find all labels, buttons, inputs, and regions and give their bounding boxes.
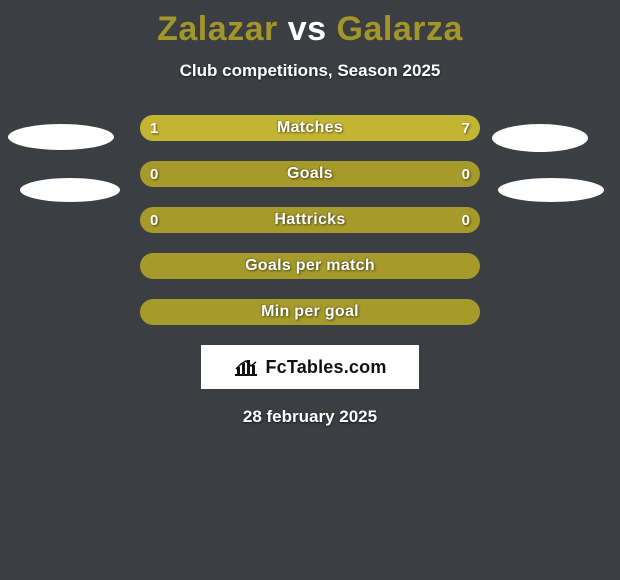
subtitle: Club competitions, Season 2025	[0, 61, 620, 81]
avatar-ellipse	[492, 124, 588, 152]
stat-row-label: Goals	[140, 161, 480, 187]
avatar-ellipse	[8, 124, 114, 150]
stat-row-label: Goals per match	[140, 253, 480, 279]
avatar-ellipse	[498, 178, 604, 202]
title-player-right: Galarza	[337, 10, 463, 48]
stat-row-label: Min per goal	[140, 299, 480, 325]
brand-text: FcTables.com	[265, 357, 386, 378]
brand-box: FcTables.com	[201, 345, 419, 389]
stat-row-label: Matches	[140, 115, 480, 141]
bar-chart-icon	[233, 357, 259, 377]
page-title: Zalazar vs Galarza	[0, 0, 620, 49]
footer-date: 28 february 2025	[0, 407, 620, 427]
title-player-left: Zalazar	[157, 10, 278, 48]
stat-row-label: Hattricks	[140, 207, 480, 233]
stat-row: 17Matches	[140, 115, 480, 141]
avatar-ellipse	[20, 178, 120, 202]
title-vs: vs	[288, 10, 327, 48]
stat-row: Goals per match	[140, 253, 480, 279]
stat-row: 00Goals	[140, 161, 480, 187]
stat-row: Min per goal	[140, 299, 480, 325]
stat-row: 00Hattricks	[140, 207, 480, 233]
